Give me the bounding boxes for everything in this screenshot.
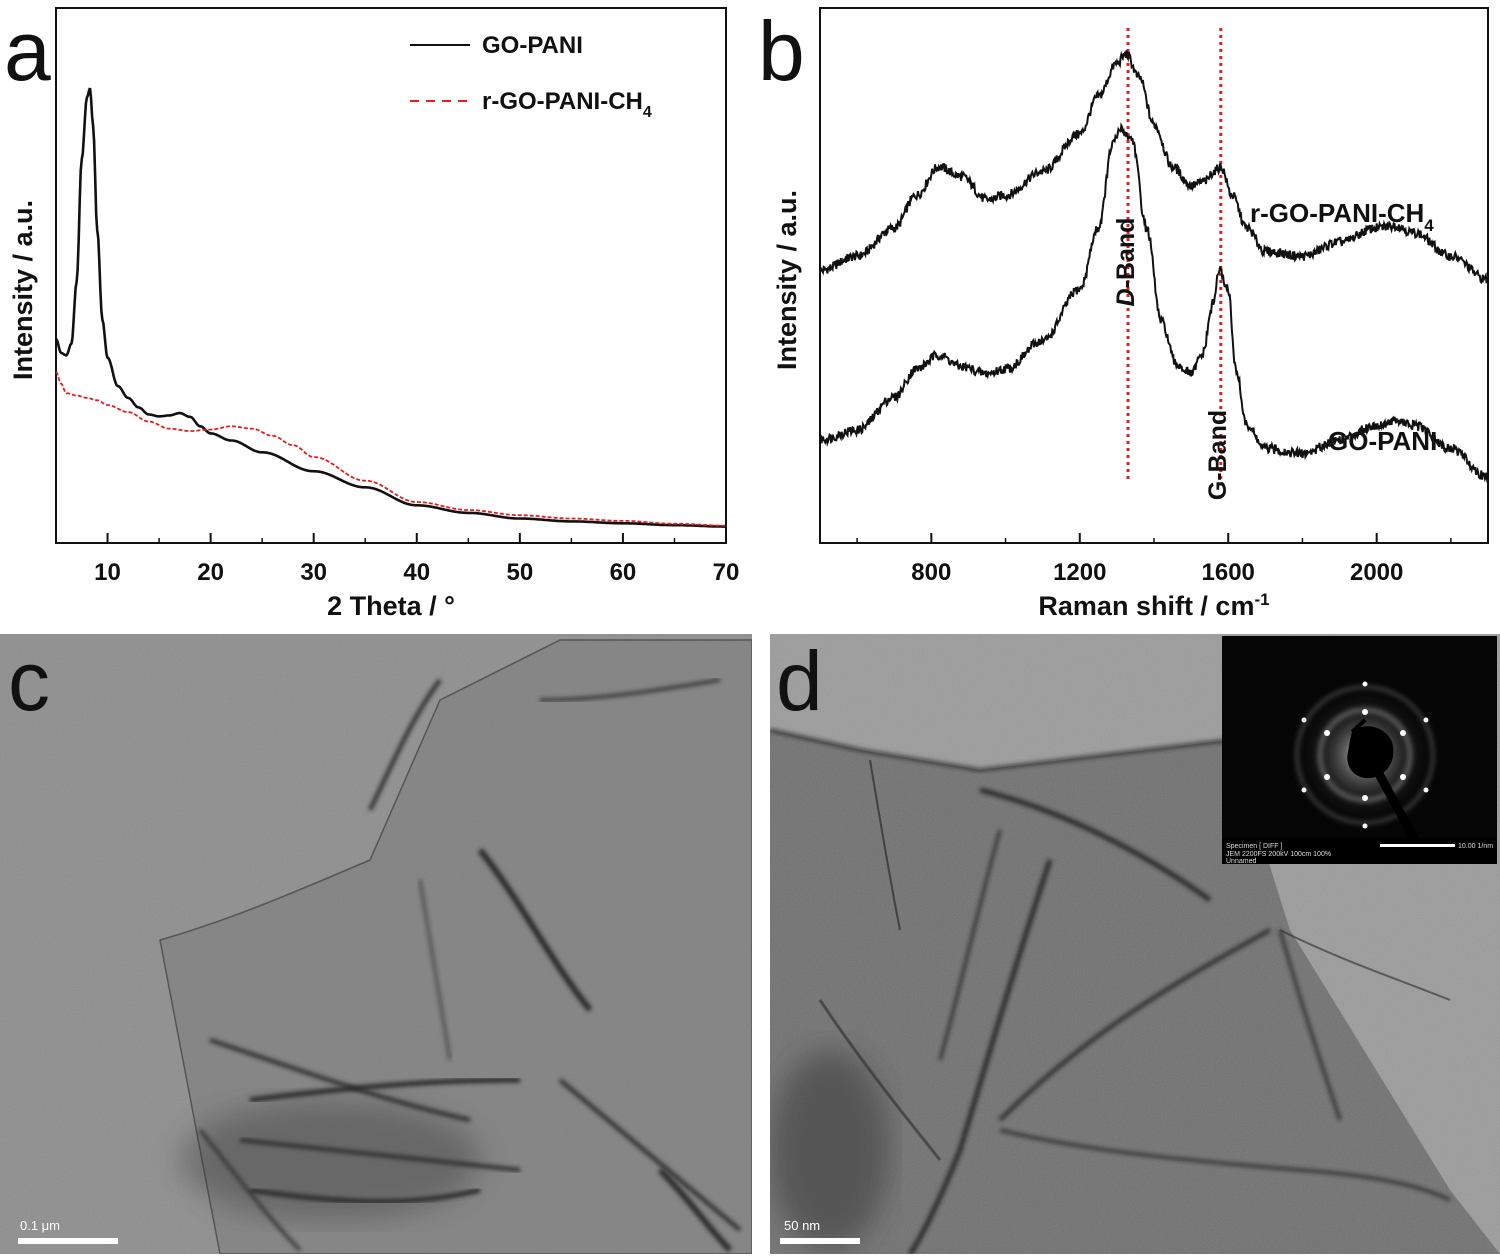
series-label-go-pani: GO-PANI bbox=[1328, 426, 1437, 456]
x-tick-label-a: 50 bbox=[506, 559, 533, 586]
saed-caption-1: Specimen [ DIFF ] bbox=[1226, 843, 1282, 850]
sheet-edges-d bbox=[770, 728, 1451, 1254]
saed-info-bar bbox=[1222, 838, 1497, 864]
x-tick-label-a: 60 bbox=[610, 559, 637, 586]
beam-stop bbox=[1347, 726, 1394, 779]
x-tick-label-a: 70 bbox=[713, 559, 740, 586]
x-tick-label-a: 20 bbox=[197, 559, 224, 586]
panel-letter-b: b bbox=[758, 4, 805, 98]
xrd-series-group bbox=[54, 87, 726, 528]
panel-letter-c: c bbox=[8, 634, 50, 728]
saed-caption-3: Unnamed bbox=[1226, 858, 1256, 865]
series-line-rgo-pani-ch4 bbox=[55, 371, 726, 527]
series-line-rgo-pani-ch4 bbox=[819, 50, 1489, 285]
x-tick-label-a: 10 bbox=[94, 559, 121, 586]
beam-stop-tip bbox=[1350, 718, 1367, 734]
x-axis-title-a: 2 Theta / ° bbox=[327, 591, 455, 621]
saed-caption-2: JEM 2200FS 200kV 100cm 100% bbox=[1226, 851, 1331, 858]
scale-bar-d bbox=[780, 1238, 860, 1244]
legend-label-go-pani: GO-PANI bbox=[482, 32, 583, 59]
panel-c-tem-image: 0.1 μm c bbox=[0, 634, 752, 1254]
panel-b-raman-chart: 800 1200 1600 2000 b Raman shift / cm-1 Int… bbox=[758, 4, 1489, 621]
series-line-go-pani bbox=[819, 121, 1489, 483]
series-label-rgo-pani-ch4: r-GO-PANI-CH4 bbox=[1250, 198, 1434, 235]
panel-d-tem-image: Specimen [ DIFF ] JEM 2200FS 200kV 100cm… bbox=[770, 634, 1500, 1254]
x-tick-label-a: 40 bbox=[403, 559, 430, 586]
reference-lines-b bbox=[1126, 28, 1223, 480]
diffraction-spots bbox=[1301, 681, 1429, 829]
x-tick-label-a: 30 bbox=[300, 559, 327, 586]
beam-stop-arm bbox=[1375, 770, 1420, 844]
panel-a-xrd-chart: 10 20 30 40 50 60 70 a 2 Theta / ° Intensity /… bbox=[4, 4, 739, 621]
d-band-label: D-Band bbox=[1112, 218, 1140, 307]
series-line-go-pani bbox=[54, 87, 726, 528]
saed-scale-label: 10.00 1/nm bbox=[1458, 843, 1493, 850]
scale-label-c: 0.1 μm bbox=[20, 1218, 60, 1233]
saed-scale-bar bbox=[1380, 844, 1455, 847]
legend-a: GO-PANI r-GO-PANI-CH4 bbox=[410, 32, 652, 121]
x-ticks-b: 800 1200 1600 2000 bbox=[856, 533, 1452, 586]
x-tick-label-b: 2000 bbox=[1350, 559, 1403, 586]
panel-letter-d: d bbox=[776, 634, 823, 728]
x-axis-title-b: Raman shift / cm-1 bbox=[1038, 590, 1269, 621]
legend-label-rgo-pani-ch4: r-GO-PANI-CH4 bbox=[482, 88, 652, 121]
raman-series-group bbox=[819, 50, 1489, 483]
x-tick-label-b: 1200 bbox=[1053, 559, 1106, 586]
x-tick-label-b: 1600 bbox=[1202, 559, 1255, 586]
scale-bar-c bbox=[18, 1238, 118, 1244]
x-ticks-a: 10 20 30 40 50 60 70 bbox=[94, 533, 739, 586]
x-tick-label-b: 800 bbox=[911, 559, 951, 586]
plot-frame-a bbox=[55, 7, 727, 544]
dense-region-c bbox=[180, 1100, 480, 1220]
y-axis-title-b: Intensity / a.u. bbox=[772, 190, 802, 370]
dense-region-d bbox=[770, 1050, 890, 1250]
scale-label-d: 50 nm bbox=[784, 1218, 820, 1233]
saed-inset: Specimen [ DIFF ] JEM 2200FS 200kV 100cm… bbox=[1222, 636, 1497, 865]
panel-letter-a: a bbox=[4, 4, 51, 98]
diffraction-ring-outer bbox=[1294, 684, 1436, 826]
g-band-label: G-Band bbox=[1204, 410, 1232, 500]
y-axis-title-a: Intensity / a.u. bbox=[8, 200, 38, 380]
